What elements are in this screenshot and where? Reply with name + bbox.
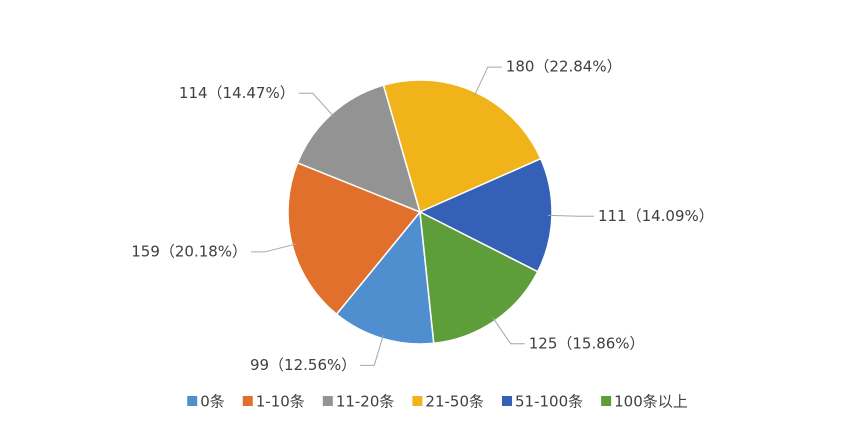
leader-line <box>547 214 594 217</box>
legend-label: 100条以上 <box>614 393 688 411</box>
data-label: 111（14.09%） <box>598 207 714 225</box>
leader-line <box>360 334 384 366</box>
leader-line <box>251 243 297 253</box>
legend-swatch <box>601 396 612 406</box>
data-label: 99（12.56%） <box>250 356 356 374</box>
legend-swatch <box>242 396 253 406</box>
leader-line <box>298 92 335 118</box>
leader-line <box>492 317 525 345</box>
leader-line <box>473 66 502 97</box>
data-label: 125（15.86%） <box>529 334 645 352</box>
legend-swatch <box>502 396 512 406</box>
legend-swatch <box>322 396 333 406</box>
legend-label: 51-100条 <box>515 393 583 411</box>
legend-swatch <box>412 396 423 406</box>
legend-label: 0条 <box>200 393 225 411</box>
legend-label: 1-10条 <box>256 393 305 411</box>
legend-swatch <box>187 396 198 406</box>
legend-label: 11-20条 <box>336 393 395 411</box>
legend: 0条 1-10条 11-20条 21-50条 51-100条 100条以上 <box>187 393 688 411</box>
data-label: 114（14.47%） <box>179 84 295 102</box>
data-label: 180（22.84%） <box>506 58 622 76</box>
data-label: 159（20.18%） <box>131 242 247 260</box>
legend-label: 21-50条 <box>425 393 484 411</box>
